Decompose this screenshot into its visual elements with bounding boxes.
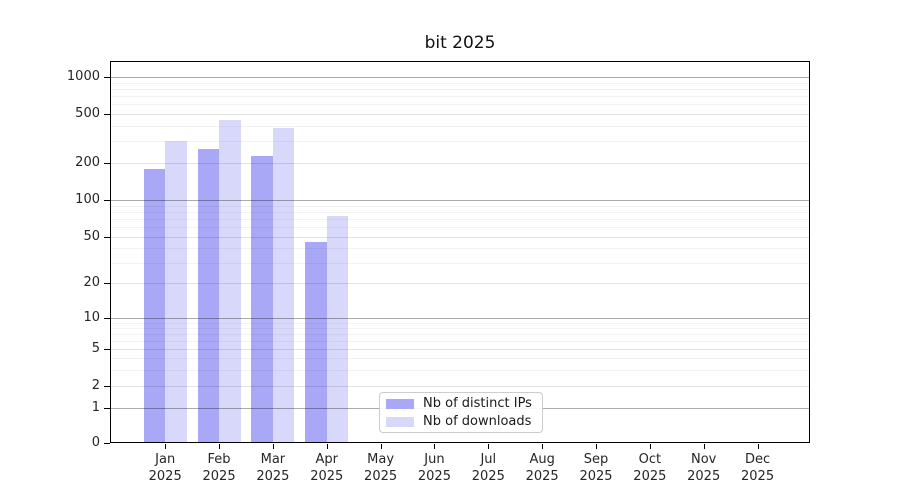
y-tick-label: 10	[83, 310, 100, 325]
legend-swatch-distinct-ips	[386, 398, 414, 409]
legend-label-downloads: Nb of downloads	[423, 414, 532, 429]
x-tick-label: Jan 2025	[148, 452, 182, 484]
x-tickmark	[596, 444, 597, 449]
chart-title: bit 2025	[424, 33, 496, 53]
legend-label-distinct-ips: Nb of distinct IPs	[423, 396, 532, 411]
x-tick-label: May 2025	[364, 452, 398, 484]
x-tick-label: Jun 2025	[417, 452, 451, 484]
y-tick-label: 500	[75, 106, 100, 121]
plot-area-border	[110, 61, 810, 443]
y-tick-label: 2	[91, 378, 100, 393]
y-tick-label: 1	[91, 400, 100, 415]
x-tick-label: Mar 2025	[256, 452, 290, 484]
x-tick-label: Oct 2025	[633, 452, 667, 484]
y-tick-label: 20	[83, 275, 100, 290]
x-tick-label: Aug 2025	[525, 452, 559, 484]
x-tickmark	[542, 444, 544, 449]
x-tick-label: Apr 2025	[310, 452, 344, 484]
x-tick-label: Nov 2025	[687, 452, 721, 484]
x-tickmark	[434, 444, 436, 449]
legend-item-distinct-ips: Nb of distinct IPs	[386, 396, 542, 411]
y-tick-label: 1000	[66, 69, 100, 84]
legend-swatch-downloads	[386, 416, 414, 427]
y-tick-label: 100	[75, 192, 100, 207]
x-tickmark	[757, 444, 759, 449]
y-tick-label: 5	[91, 341, 100, 356]
x-tickmark	[703, 444, 705, 449]
x-tickmark	[219, 444, 221, 449]
legend-item-downloads: Nb of downloads	[386, 414, 542, 429]
y-tick-label: 200	[75, 155, 100, 170]
x-tickmark	[380, 444, 382, 449]
x-tick-label: Feb 2025	[202, 452, 236, 484]
y-tickmark	[104, 443, 110, 444]
legend: Nb of distinct IPs Nb of downloads	[379, 392, 543, 433]
x-tick-label: Jul 2025	[471, 452, 505, 484]
x-tick-label: Sep 2025	[579, 452, 613, 484]
x-tickmark	[272, 444, 274, 449]
x-tickmark	[488, 444, 490, 449]
y-tick-label: 0	[91, 435, 100, 450]
x-tickmark	[165, 444, 167, 449]
x-tick-label: Dec 2025	[741, 452, 775, 484]
x-tickmark	[649, 444, 651, 449]
x-tickmark	[326, 444, 328, 449]
y-tick-label: 50	[83, 229, 100, 244]
